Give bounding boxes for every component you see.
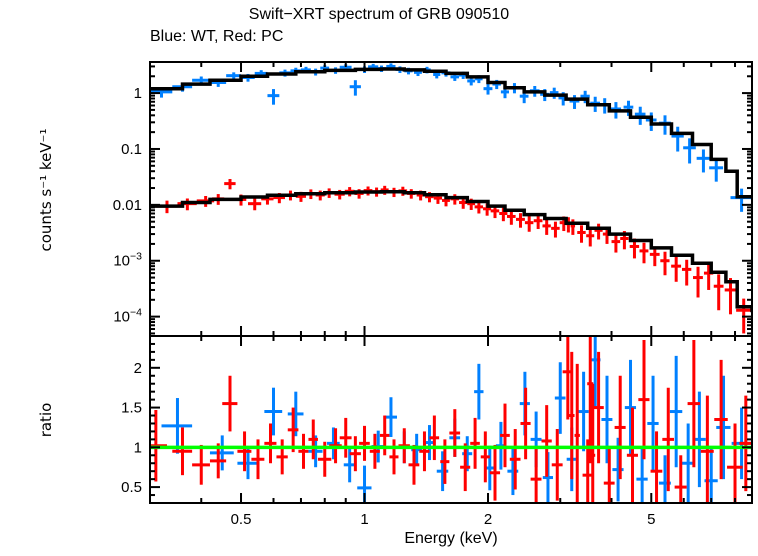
- svg-text:1.5: 1.5: [121, 400, 142, 417]
- svg-text:2: 2: [134, 360, 142, 377]
- svg-text:1: 1: [134, 439, 142, 456]
- svg-text:2: 2: [484, 511, 492, 528]
- svg-text:10−3: 10−3: [113, 251, 142, 270]
- svg-text:0.5: 0.5: [231, 511, 252, 528]
- x-axis-label: Energy (keV): [404, 530, 498, 547]
- svg-text:0.01: 0.01: [113, 197, 142, 214]
- chart-title: Swift−XRT spectrum of GRB 090510: [248, 6, 510, 23]
- svg-text:1: 1: [360, 511, 368, 528]
- svg-text:0.5: 0.5: [121, 479, 142, 496]
- svg-text:10−4: 10−4: [113, 307, 142, 326]
- chart-subtitle: Blue: WT, Red: PC: [150, 28, 284, 45]
- svg-text:5: 5: [647, 511, 655, 528]
- svg-text:1: 1: [134, 85, 142, 102]
- svg-text:0.1: 0.1: [121, 141, 142, 158]
